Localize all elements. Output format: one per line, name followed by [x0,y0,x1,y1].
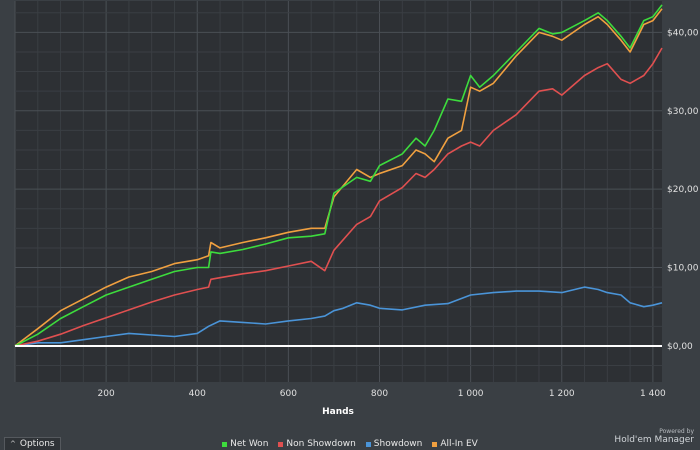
y-tick-label: $10,00 [667,264,699,274]
options-label: Options [19,439,55,449]
x-tick-label: 200 [98,389,115,399]
legend: Net Won Non Showdown Showdown All-In EV [0,438,700,450]
series-line-all-in-ev [14,8,663,347]
legend-label: Non Showdown [286,439,356,449]
x-tick-label: 1 000 [458,389,484,399]
x-tick-labels: 200 400 600 800 1 000 1 200 1 400 [98,389,667,399]
y-tick-label: $40,00 [667,28,699,38]
y-tick-label: $0,00 [667,342,693,352]
chevron-up-icon: ^ [10,440,16,448]
legend-swatch [365,441,371,447]
series-line-showdown [14,286,663,347]
branding-powered-by: Powered by [659,428,694,435]
x-tick-label: 400 [189,389,206,399]
y-tick-label: $20,00 [667,185,699,195]
legend-item-showdown[interactable]: Showdown [365,439,423,449]
x-tick-label: 600 [280,389,297,399]
legend-label: Showdown [373,439,423,449]
branding-logo-text: Hold'em Manager [614,435,694,445]
x-tick-label: 1 200 [549,389,575,399]
x-tick-label: 800 [371,389,388,399]
series-line-net-won [14,4,663,347]
legend-item-non-showdown[interactable]: Non Showdown [278,439,356,449]
y-tick-labels: $0,00 $10,00 $20,00 $30,00 $40,00 [667,28,699,352]
series-lines [14,4,663,347]
series-line-non-showdown [14,47,663,347]
legend-item-all-in-ev[interactable]: All-In EV [432,439,478,449]
legend-label: Net Won [230,439,269,449]
legend-item-net-won[interactable]: Net Won [222,439,268,449]
y-tick-label: $30,00 [667,107,699,117]
legend-swatch [432,441,438,447]
legend-swatch [222,441,228,447]
options-button[interactable]: ^ Options [4,437,61,450]
grid [14,1,662,382]
x-axis-title: Hands [322,407,354,417]
x-tick-label: 1 400 [640,389,666,399]
legend-swatch [278,441,284,447]
legend-label: All-In EV [440,439,478,449]
branding: Powered by Hold'em Manager [614,429,694,445]
